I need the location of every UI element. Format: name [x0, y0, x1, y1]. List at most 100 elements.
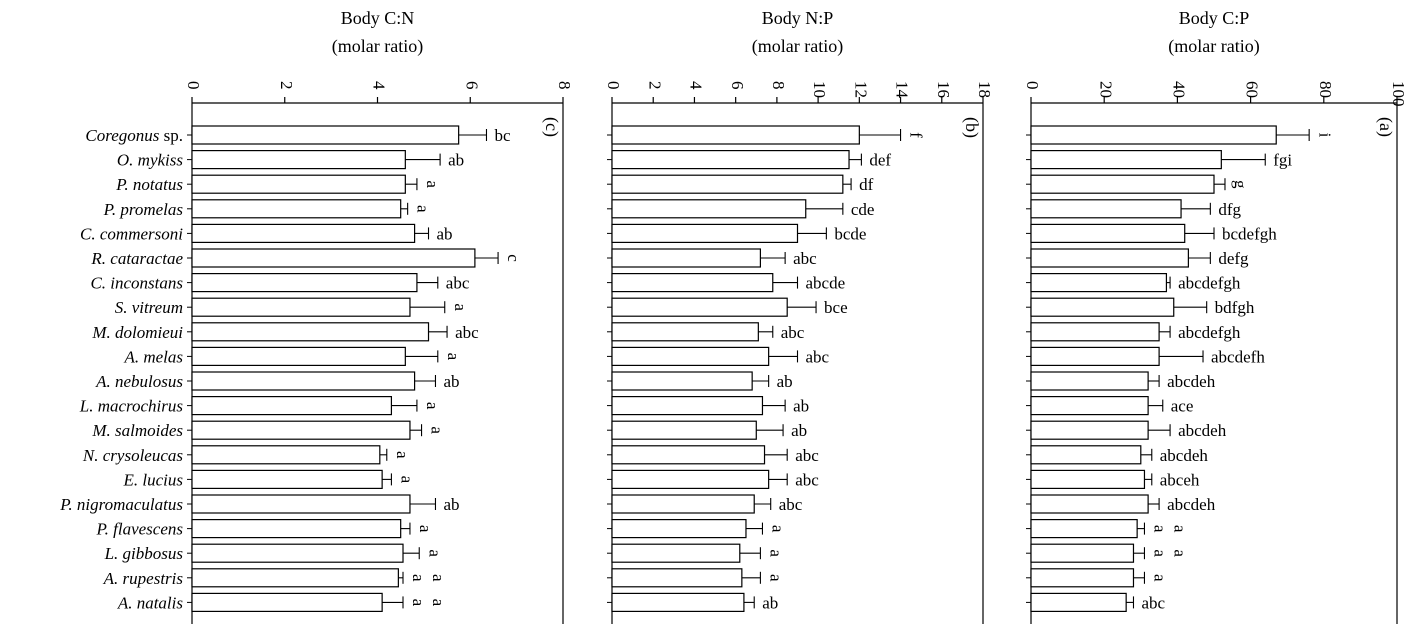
category-label-name: P. flavescens	[95, 520, 183, 539]
bar	[1030, 322, 1160, 342]
bar	[611, 248, 761, 268]
bar	[1030, 346, 1160, 366]
significance-letter: ab	[791, 421, 807, 440]
bar	[611, 174, 844, 194]
bar	[611, 150, 850, 170]
category-label: M. dolomieui	[91, 323, 183, 342]
bar	[191, 199, 402, 219]
significance-letter-extra: a	[1171, 525, 1190, 533]
x-tick-label: 40	[1169, 81, 1188, 98]
bar	[191, 248, 476, 268]
x-tick-label: 18	[975, 81, 994, 98]
significance-letter: dfg	[1218, 200, 1241, 219]
category-label: A. rupestris	[103, 569, 184, 588]
category-label: A. nebulosus	[95, 372, 183, 391]
category-label: P. flavescens	[95, 520, 183, 539]
bar	[191, 174, 406, 194]
category-label: M. salmoides	[91, 421, 183, 440]
bar	[1030, 248, 1189, 268]
significance-letter-extra: a	[1171, 549, 1190, 557]
significance-letter: abcdefh	[1211, 347, 1265, 366]
significance-letter: abcdefgh	[1178, 274, 1241, 293]
x-tick-label: 2	[645, 81, 664, 90]
significance-letter: bcde	[834, 224, 866, 243]
category-label-name: L. macrochirus	[79, 397, 184, 416]
category-label-name: E. lucius	[123, 470, 184, 489]
bar	[611, 322, 759, 342]
panel-subtitle: (molar ratio)	[1168, 36, 1259, 57]
bar	[611, 469, 770, 489]
bar	[611, 568, 743, 588]
bar	[1030, 420, 1149, 440]
category-label-name: L. gibbosus	[104, 544, 184, 563]
significance-letter: a	[1151, 574, 1170, 582]
x-tick-label: 6	[462, 81, 481, 90]
category-label: A. melas	[123, 347, 183, 366]
bar	[611, 396, 764, 416]
bar	[1030, 469, 1146, 489]
category-label-name: A. rupestris	[103, 569, 184, 588]
bar	[191, 469, 383, 489]
panel-2: Body N:P (molar ratio) 0 2 4 6 8 10 12 14 16 18 (b) f…	[604, 8, 994, 624]
x-tick-label: 6	[728, 81, 747, 90]
panel-1: Body C:N(molar ratio)0 2 4 6 8(c)bcabaaabcab…	[184, 8, 574, 624]
x-tick-label: 4	[370, 81, 389, 90]
significance-letter-extra: a	[429, 599, 448, 607]
significance-letter: def	[869, 151, 891, 170]
significance-letter: a	[425, 549, 444, 557]
significance-letter: a	[766, 549, 785, 557]
category-label: C. commersoni	[80, 224, 183, 243]
bar	[191, 543, 404, 563]
category-label-name: A. nebulosus	[95, 372, 183, 391]
panel-label: (b)	[961, 117, 982, 138]
bar	[191, 420, 411, 440]
significance-letter: abcdeh	[1160, 446, 1209, 465]
bar	[191, 223, 416, 243]
bar	[1030, 396, 1149, 416]
bar	[191, 494, 411, 514]
category-label: P. notatus	[115, 175, 183, 194]
significance-letter: abc	[779, 495, 803, 514]
panel-label: (c)	[541, 117, 562, 137]
significance-letter: abc	[795, 470, 819, 489]
category-label-name: S. vitreum	[115, 298, 183, 317]
significance-letter: abc	[793, 249, 817, 268]
category-label-name: M. salmoides	[91, 421, 183, 440]
category-label: O. mykiss	[117, 151, 183, 170]
category-label: C. inconstans	[90, 274, 183, 293]
x-tick-label: 0	[1023, 81, 1042, 90]
bar	[611, 297, 788, 317]
significance-letter: abc	[1141, 593, 1165, 612]
bar	[1030, 297, 1175, 317]
x-tick-label: 60	[1243, 81, 1262, 98]
bar	[611, 494, 755, 514]
significance-letter: abcdeh	[1167, 372, 1216, 391]
bar	[1030, 174, 1215, 194]
x-tick-label: 14	[893, 81, 912, 99]
significance-letter: c	[504, 254, 523, 262]
x-tick-label: 16	[934, 81, 953, 98]
bar	[611, 125, 860, 145]
category-label-suffix: sp.	[159, 126, 183, 145]
bar	[191, 125, 460, 145]
panel-subtitle: (molar ratio)	[752, 36, 843, 57]
x-tick-label: 20	[1096, 81, 1115, 98]
x-tick-label: 8	[769, 81, 788, 90]
category-label-name: A. natalis	[117, 593, 184, 612]
category-label-name: Coregonus	[85, 126, 159, 145]
bar	[1030, 568, 1135, 588]
category-label-name: O. mykiss	[117, 151, 183, 170]
x-tick-label: 8	[555, 81, 574, 90]
category-label-name: N. crysoleucas	[82, 446, 183, 465]
significance-letter: ab	[777, 372, 793, 391]
significance-letter: df	[859, 175, 874, 194]
bar	[1030, 371, 1149, 391]
category-label-name: C. inconstans	[90, 274, 183, 293]
significance-letter-extra: a	[429, 574, 448, 582]
significance-letter: fgi	[1273, 151, 1292, 170]
category-label-name: M. dolomieui	[91, 323, 183, 342]
category-label: L. macrochirus	[79, 397, 184, 416]
significance-letter: abc	[806, 347, 830, 366]
significance-letter: abceh	[1160, 470, 1200, 489]
significance-letter: abc	[781, 323, 805, 342]
